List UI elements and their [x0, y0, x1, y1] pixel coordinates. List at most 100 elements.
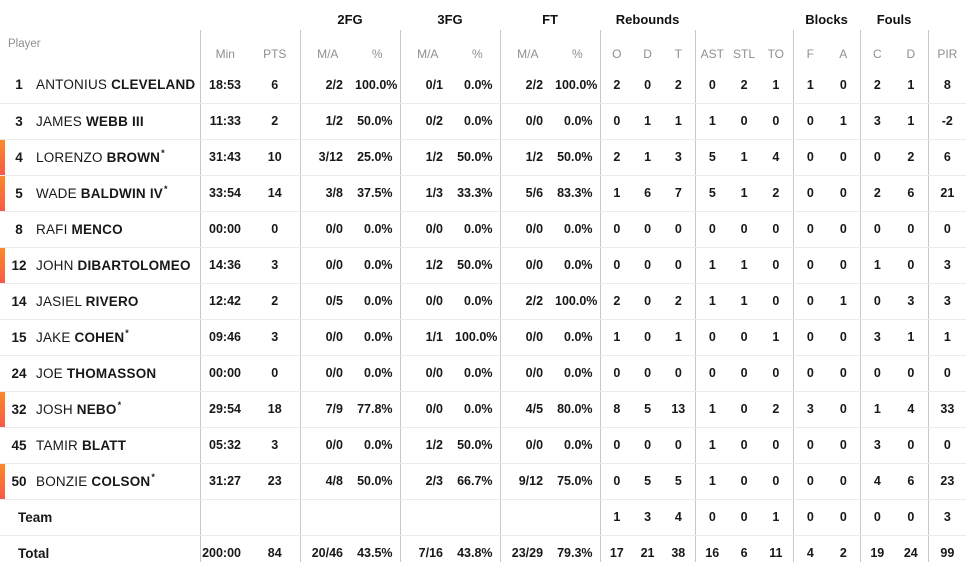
- stat-reb_t: 5: [662, 463, 696, 500]
- stat-foul_c: 3: [859, 103, 895, 140]
- player-number: 8: [15, 221, 23, 237]
- stat-fg3_ma: 1/1: [399, 319, 456, 356]
- column-header-row: Player Min PTS M/A% M/A% M/A% O D T AST STL TO F A C D P…: [0, 30, 966, 67]
- stat-to: 0: [759, 355, 794, 392]
- stat-ast: 5: [694, 175, 730, 212]
- stat-pts: 2: [250, 283, 300, 320]
- stat-stl: 0: [729, 463, 760, 500]
- stat-to: 0: [759, 247, 794, 284]
- stat-fg2_ma: 2/2: [299, 67, 355, 104]
- stat-fg2_ma: 0/0: [299, 427, 355, 464]
- player-row-45: 45 TAMIR BLATT 05:32 3 0/0 0.0% 1/2 50.0% 0/0 0.0…: [0, 427, 966, 464]
- stat-foul_d: 1: [894, 67, 929, 104]
- stat-reb_d: 0: [633, 355, 663, 392]
- stat-ft_pct: 79.3%: [555, 535, 601, 562]
- stat-stl: 0: [729, 427, 760, 464]
- stat-blk_f: 0: [792, 283, 828, 320]
- stat-fg3_pct: 50.0%: [455, 427, 501, 464]
- stat-foul_c: 1: [859, 247, 895, 284]
- stat-pir: 23: [927, 463, 966, 500]
- stat-pts: 0: [250, 211, 300, 248]
- stat-reb_d: 1: [633, 139, 663, 176]
- stat-fg2_ma: 0/0: [299, 355, 355, 392]
- stat-blk_f: 0: [792, 247, 828, 284]
- stat-foul_c: 1: [859, 391, 895, 428]
- stat-fg2_pct: 50.0%: [355, 103, 401, 140]
- stat-foul_d: 24: [894, 535, 929, 562]
- stat-ft_pct: 80.0%: [555, 391, 601, 428]
- stat-stl: 0: [729, 391, 760, 428]
- stat-to: 2: [759, 391, 794, 428]
- stat-pir: 0: [927, 427, 966, 464]
- stat-fg3_pct: 100.0%: [455, 319, 501, 356]
- stat-reb_d: 0: [633, 247, 663, 284]
- table-header: 2FG 3FG FT Rebounds Blocks Fouls Player Min PTS M…: [0, 0, 966, 67]
- stat-blk_f: 3: [792, 391, 828, 428]
- stat-foul_c: 3: [859, 319, 895, 356]
- stat-min: 200:00: [199, 535, 250, 562]
- stat-min: 14:36: [199, 247, 250, 284]
- stat-reb_t: 2: [662, 283, 696, 320]
- stat-fg3_pct: 0.0%: [455, 391, 501, 428]
- stat-foul_d: 0: [894, 355, 929, 392]
- stat-fg2_ma: 3/12: [299, 139, 355, 176]
- stat-ast: 0: [694, 319, 730, 356]
- stat-min: 00:00: [199, 211, 250, 248]
- player-number: 1: [15, 77, 23, 93]
- stat-foul_c: 19: [859, 535, 895, 562]
- total-row: Total 200:00 84 20/46 43.5% 7/16 43.8% 23/29 79.…: [0, 535, 966, 562]
- stat-reb_o: 1: [599, 499, 634, 536]
- stat-fg2_ma: [299, 499, 355, 536]
- player-cell: 4 LORENZO BROWN*: [0, 139, 200, 176]
- stat-blk_f: 0: [792, 139, 828, 176]
- stat-fg2_pct: 77.8%: [355, 391, 401, 428]
- stat-reb_d: 5: [633, 463, 663, 500]
- stat-ft_ma: 0/0: [499, 319, 556, 356]
- stat-ft_pct: 0.0%: [555, 211, 601, 248]
- stat-fg3_ma: 1/3: [399, 175, 456, 212]
- starter-mark: *: [125, 328, 129, 338]
- stat-ast: 1: [694, 463, 730, 500]
- stat-fg2_pct: [355, 499, 401, 536]
- starter-mark: *: [151, 472, 156, 482]
- stat-blk_f: 0: [792, 427, 828, 464]
- stat-fg2_ma: 1/2: [299, 103, 355, 140]
- player-cell: 5 WADE BALDWIN IV*: [0, 175, 200, 212]
- stat-foul_d: 1: [894, 103, 929, 140]
- stat-stl: 0: [729, 499, 760, 536]
- player-number: 14: [11, 293, 27, 309]
- column-header-foul_c: C: [859, 30, 895, 67]
- column-header-ast: AST: [694, 30, 730, 67]
- column-header-ft_pct: %: [571, 47, 583, 61]
- stat-pir: 33: [927, 391, 966, 428]
- stat-fg3_ma: 0/0: [399, 283, 456, 320]
- on-court-marker: [0, 175, 5, 211]
- column-header-pir: PIR: [927, 30, 966, 67]
- stat-blk_a: 0: [827, 319, 861, 356]
- stat-pir: 1: [927, 319, 966, 356]
- row-label: Team: [18, 509, 53, 525]
- stat-pir: 8: [927, 67, 966, 104]
- stat-reb_d: 0: [633, 319, 663, 356]
- stat-pir: 0: [927, 211, 966, 248]
- stat-blk_a: 0: [827, 211, 861, 248]
- stat-ast: 0: [694, 499, 730, 536]
- stat-ft_ma: 1/2: [499, 139, 556, 176]
- stat-reb_t: 0: [662, 247, 696, 284]
- player-row-5: 5 WADE BALDWIN IV* 33:54 14 3/8 37.5% 1/3 33.3%…: [0, 175, 966, 212]
- row-label-cell: Team: [0, 499, 200, 536]
- stat-ft_pct: [555, 499, 601, 536]
- stat-foul_c: 3: [859, 427, 895, 464]
- column-header-ft_ma: M/A: [499, 30, 556, 67]
- stat-foul_c: 0: [859, 211, 895, 248]
- stat-to: 0: [759, 463, 794, 500]
- stat-ast: 0: [694, 211, 730, 248]
- player-name: JOE THOMASSON: [36, 365, 157, 381]
- stat-ast: 1: [694, 247, 730, 284]
- stat-to: 0: [759, 103, 794, 140]
- column-header-pts: PTS: [263, 47, 287, 61]
- player-name: JASIEL RIVERO: [36, 293, 139, 309]
- column-header-reb_o: O: [599, 30, 634, 67]
- player-row-32: 32 JOSH NEBO* 29:54 18 7/9 77.8% 0/0 0.0% 4/5 80.…: [0, 391, 966, 428]
- stat-fg3_ma: 0/2: [399, 103, 456, 140]
